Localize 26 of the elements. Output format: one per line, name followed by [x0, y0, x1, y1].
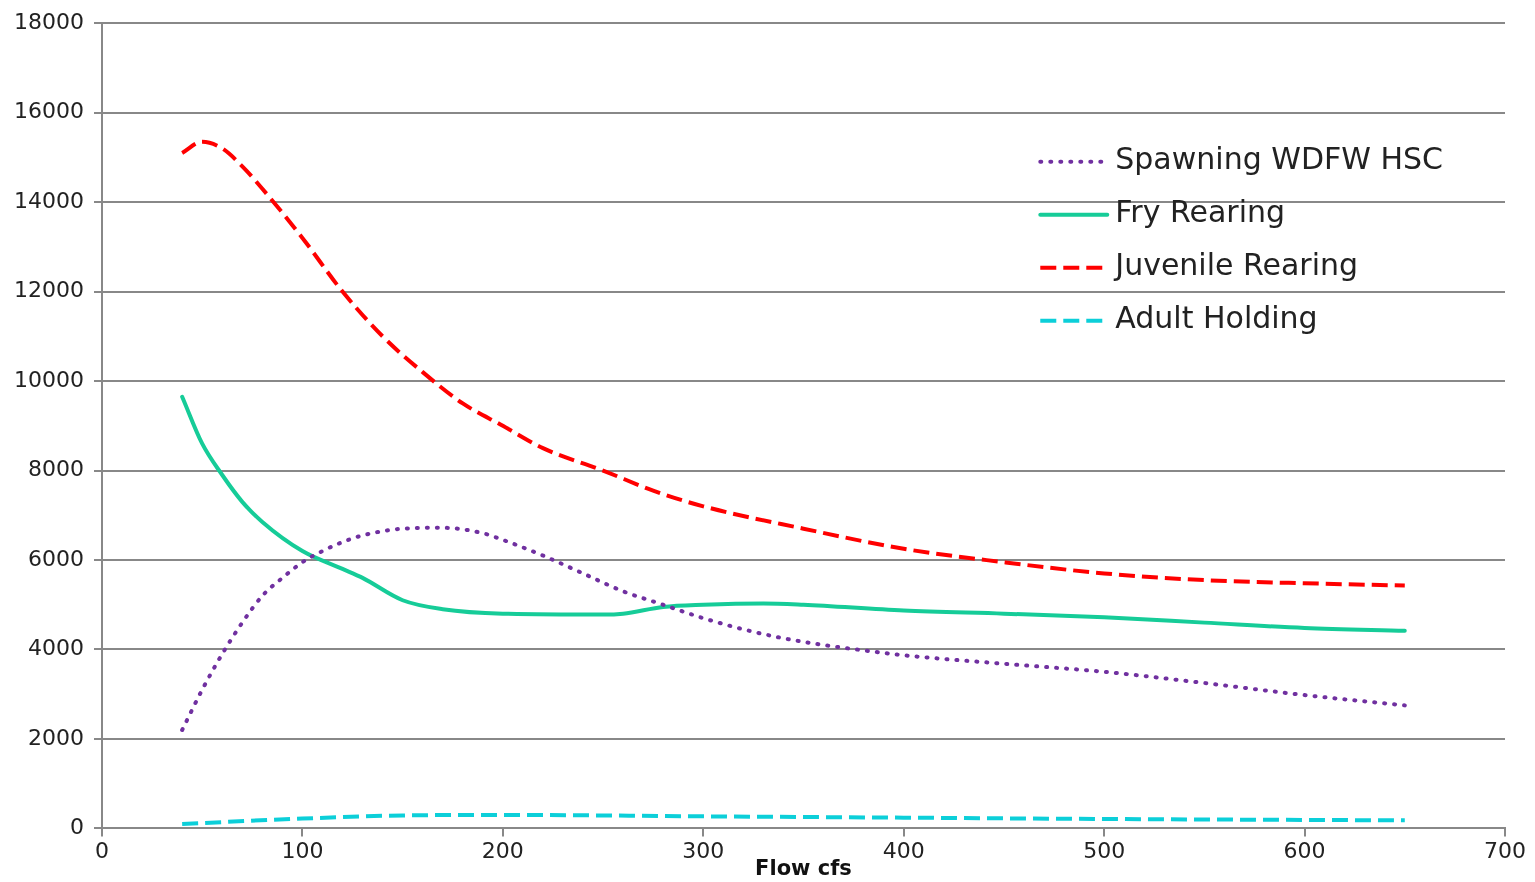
- x-tick-label: 600: [1283, 838, 1326, 864]
- y-tick-label: 10000: [13, 366, 84, 392]
- legend-label: Fry Rearing: [1115, 194, 1286, 230]
- y-tick-label: 0: [69, 814, 84, 840]
- y-tick-label: 14000: [13, 187, 84, 213]
- line-series: [180, 394, 1407, 633]
- y-tick-label: 2000: [27, 724, 84, 750]
- y-tick-label: 16000: [13, 98, 84, 124]
- x-tick-label: 400: [882, 838, 925, 864]
- y-tick-label: 6000: [27, 545, 84, 571]
- x-tick-label: 500: [1083, 838, 1126, 864]
- y-tick-label: 4000: [27, 635, 84, 661]
- y-tick-label: 12000: [13, 277, 84, 303]
- x-tick-label: 700: [1484, 838, 1526, 864]
- x-tick-label: 300: [682, 838, 725, 864]
- x-axis-title: Flow cfs: [755, 855, 852, 880]
- x-tick-label: 0: [94, 838, 109, 864]
- legend-label: Adult Holding: [1115, 300, 1318, 336]
- line-series: [180, 525, 1407, 732]
- x-tick-label: 100: [281, 838, 324, 864]
- y-tick-label: 8000: [27, 456, 84, 482]
- legend-label: Spawning WDFW HSC: [1115, 141, 1443, 177]
- x-tick-label: 200: [481, 838, 524, 864]
- line-series: [180, 812, 1407, 826]
- legend-label: Juvenile Rearing: [1113, 247, 1359, 283]
- y-tick-label: 18000: [13, 8, 84, 34]
